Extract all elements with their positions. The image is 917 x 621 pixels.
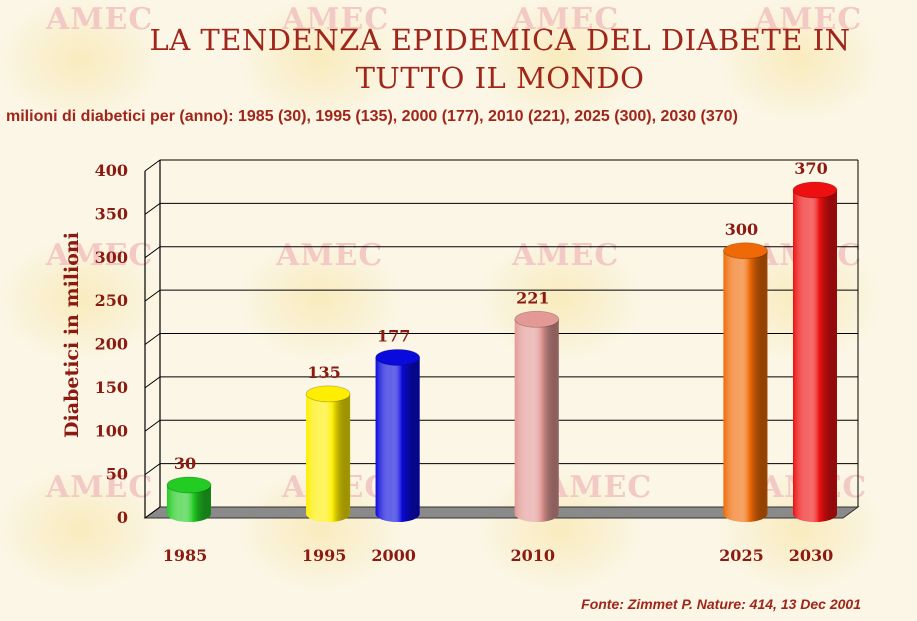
bar-top [375,349,421,366]
watermark: AMEC [755,2,863,37]
bar-shading [723,250,768,522]
y-tick-label: 350 [95,204,128,223]
bar-2025 [723,242,768,522]
bar-top [514,310,560,328]
x-tick-label: 1985 [163,546,208,565]
y-tick-label: 50 [106,465,128,484]
y-tick-label: 150 [95,378,128,397]
watermark: AMEC [276,238,384,273]
y-tick-label: 300 [95,248,128,267]
page-title-line2: TUTTO IL MONDO [355,61,645,95]
x-tick-label: 2030 [789,546,834,565]
gridline-side [144,376,161,389]
x-tick-label: 2010 [511,546,556,565]
y-tick-label: 100 [95,421,128,440]
bar-top [305,385,351,403]
x-tick-label: 2025 [719,546,764,565]
x-tick-label: 1995 [302,546,347,565]
bar-2000 [375,349,421,522]
gridline-side [144,419,161,432]
bar-top [166,476,212,494]
data-label: 135 [307,363,340,382]
watermark: AMEC [512,238,620,273]
y-tick-label: 250 [95,291,128,310]
gridline-side [144,202,161,215]
gridline-side [144,289,161,302]
y-axis-label: Diabetici in milioni [61,232,83,438]
chart-data-labels: 30 135 177 221 300 370 [174,159,828,473]
bar-shading [167,484,211,522]
watermark: AMEC [46,238,154,273]
data-label: 221 [516,288,549,307]
watermark: AMEC [545,470,653,505]
y-tick-label: 200 [95,335,128,354]
bar-2010 [514,310,560,522]
gridline-side [144,246,161,259]
data-label: 30 [174,454,196,473]
bar-shading [375,357,420,522]
watermark: AMEC [512,2,620,37]
bar-2030 [792,181,838,522]
bar-shading [306,393,351,522]
bar-1995 [305,385,351,522]
y-axis-ticks: 0 50 100 150 200 250 300 350 400 [95,161,128,527]
bar-shading [514,319,559,522]
y-tick-label: 400 [95,161,128,180]
bar-top [723,242,768,260]
watermark: AMEC [46,2,154,37]
chart-bars [166,181,838,522]
watermark: AMEC [46,470,154,505]
x-axis-labels: 1985 1995 2000 2010 2025 2030 [163,546,834,565]
data-label: 370 [794,159,827,178]
gridline-side [144,333,161,345]
x-tick-label: 2000 [371,546,416,565]
page-title-line1: LA TENDENZA EPIDEMICA DEL DIABETE IN [149,23,851,57]
y-tick-label: 0 [117,508,128,527]
data-label: 300 [725,220,758,239]
bar-1985 [166,476,212,522]
source-citation: Fonte: Zimmet P. Nature: 414, 13 Dec 200… [581,596,861,612]
bar-top [792,181,838,199]
bar-shading [793,190,837,522]
gridline-side [144,463,161,476]
gridline-side [144,159,161,172]
page-subtitle: milioni di diabetici per (anno): 1985 (3… [6,108,738,125]
watermark: AMEC [282,2,390,37]
gridline-side [144,506,161,519]
data-label: 177 [377,326,410,345]
